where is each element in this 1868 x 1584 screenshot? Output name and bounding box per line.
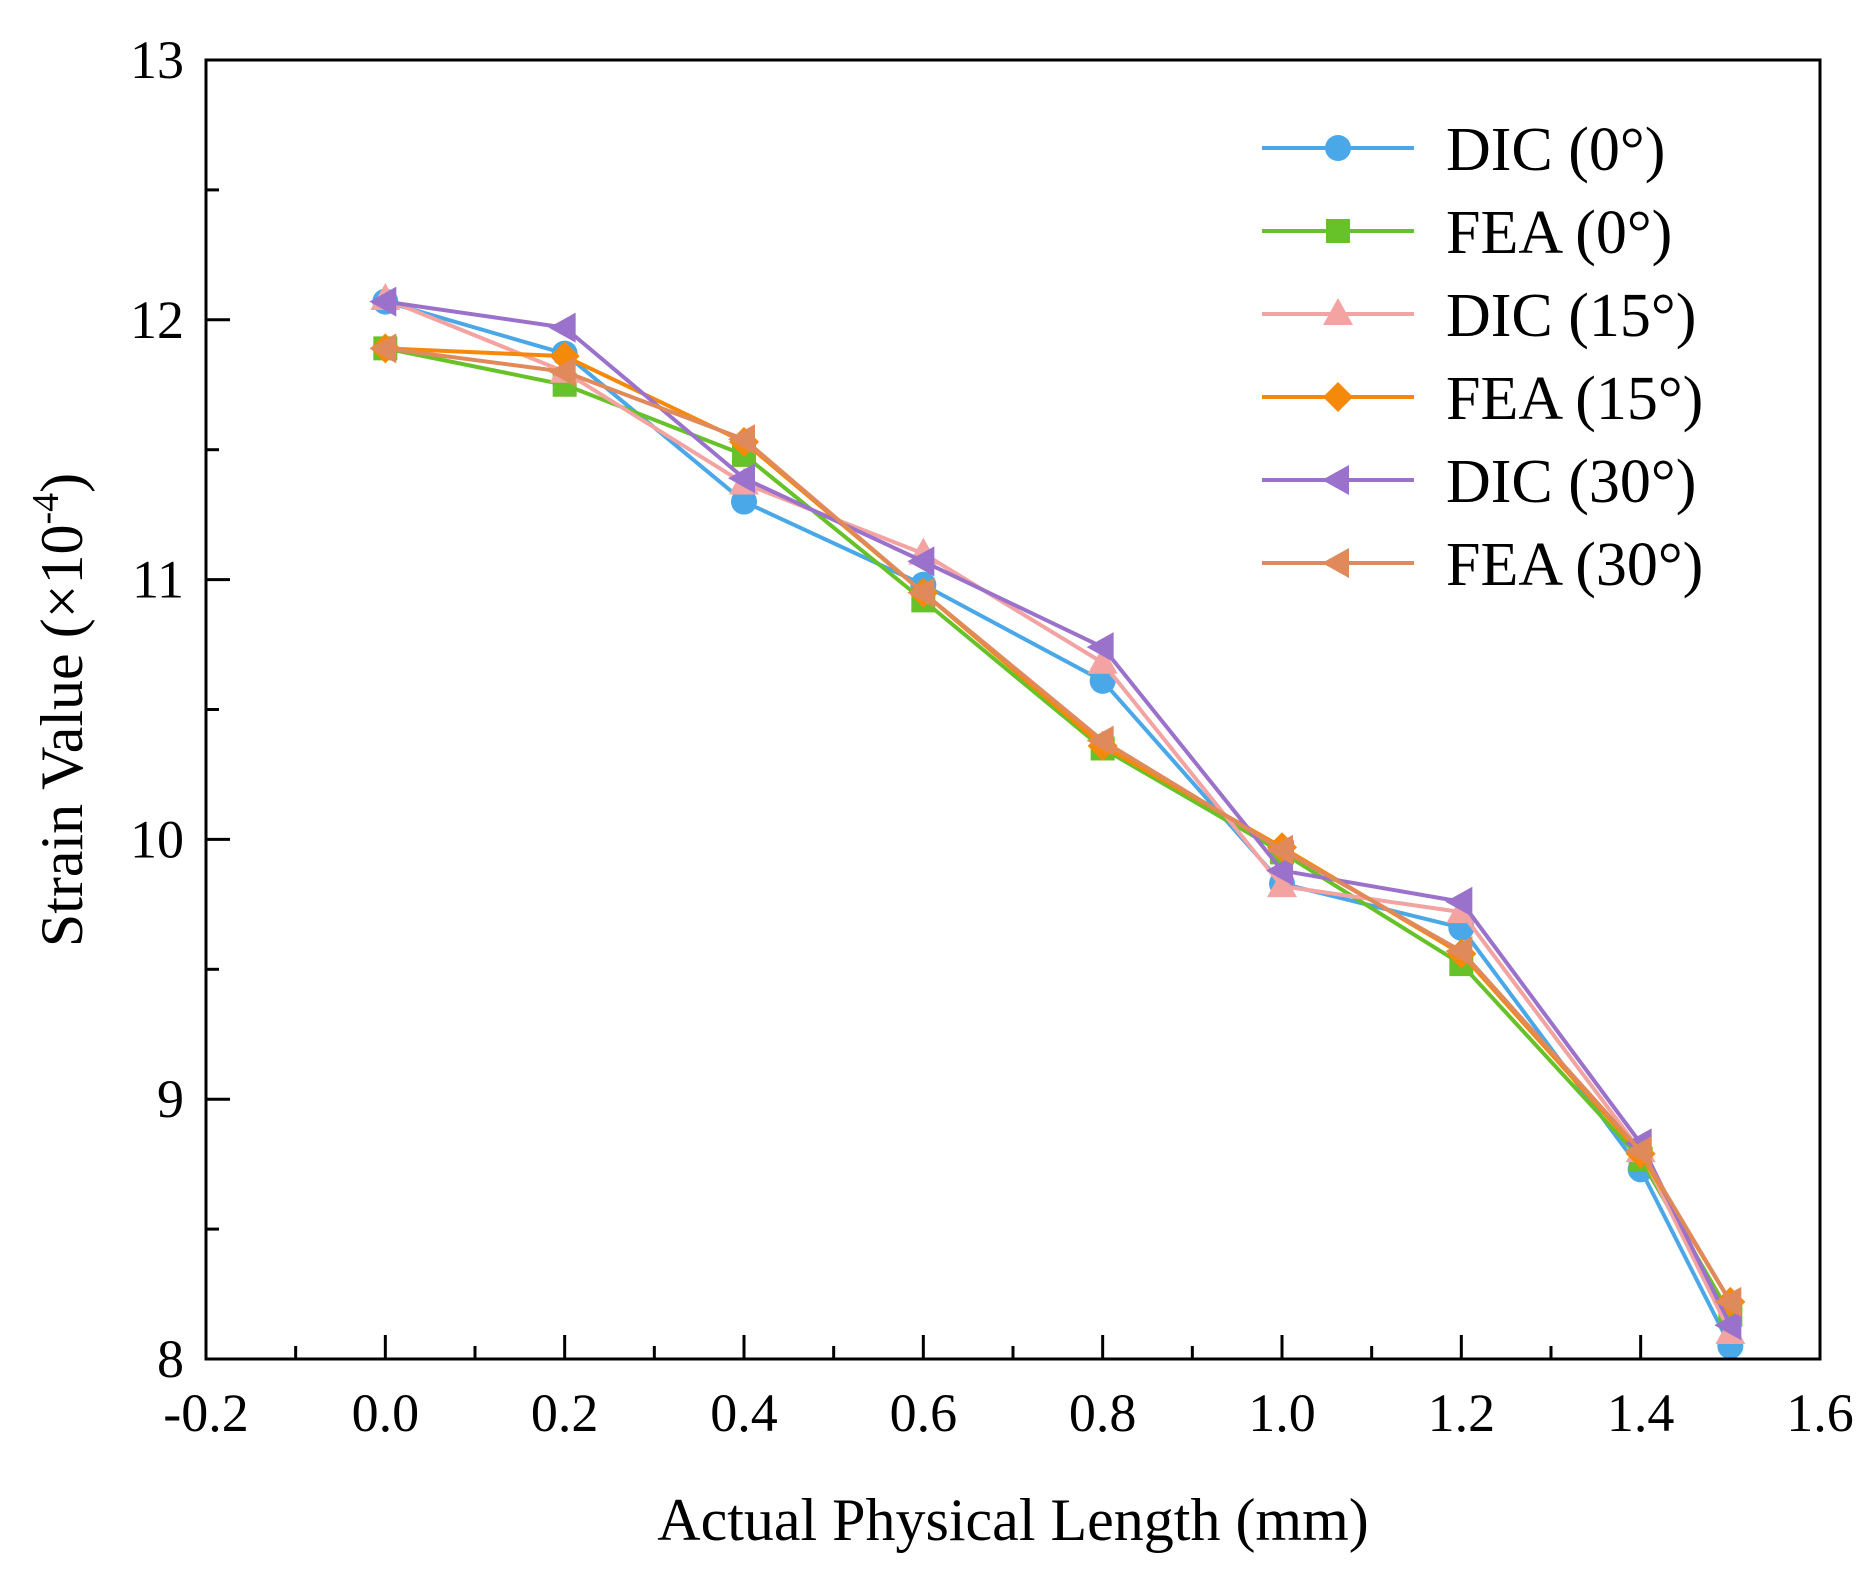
x-tick-label: 0.6: [890, 1383, 958, 1443]
legend-marker-triangle-left: [1322, 465, 1349, 495]
data-point-circle: [731, 488, 757, 515]
y-axis-label-exponent: -4: [25, 493, 67, 525]
data-point-triangle-up: [1087, 646, 1118, 674]
legend-marker-circle: [1325, 135, 1351, 161]
series-5: [369, 333, 1742, 1317]
y-axis-label-main: Strain Value (×10: [29, 524, 95, 947]
legend-marker-diamond: [1323, 382, 1353, 412]
series-group: [369, 283, 1746, 1360]
x-axis-label: Actual Physical Length (mm): [657, 1487, 1369, 1553]
data-point-triangle-left: [369, 286, 397, 317]
data-point-triangle-up: [1267, 870, 1297, 898]
data-point-triangle-left: [1714, 1286, 1742, 1317]
x-tick-label: 1.4: [1607, 1383, 1675, 1443]
data-point-triangle-left: [1445, 936, 1473, 967]
data-point-triangle-left: [369, 333, 397, 364]
x-tick-label: 1.0: [1248, 1383, 1316, 1443]
data-point-triangle-left: [1266, 855, 1293, 886]
legend-entry: DIC (15°): [1262, 282, 1696, 350]
legend-entry: DIC (30°): [1262, 448, 1696, 516]
data-point-circle: [1089, 667, 1116, 694]
y-tick-label: 10: [130, 809, 184, 869]
data-point-triangle-left: [728, 463, 755, 494]
legend-label: DIC (0°): [1446, 116, 1665, 184]
y-tick-label: 12: [130, 290, 184, 350]
data-point-triangle-left: [907, 546, 935, 577]
legend-label: FEA (15°): [1446, 365, 1703, 433]
x-tick-label: 0.2: [531, 1383, 599, 1443]
axis-ticks: [204, 58, 1822, 1361]
y-tick-label: 8: [157, 1329, 184, 1389]
data-point-triangle-left: [548, 356, 576, 387]
y-tick-label: 13: [130, 30, 184, 90]
data-point-triangle-left: [1086, 725, 1114, 756]
legend-entry: DIC (0°): [1262, 116, 1665, 184]
legend-marker-triangle-up: [1323, 298, 1353, 325]
data-point-triangle-left: [1086, 632, 1114, 663]
x-tick-label: 0.0: [352, 1383, 420, 1443]
data-point-triangle-left: [548, 312, 576, 343]
y-tick-label: 9: [157, 1069, 184, 1129]
y-axis-label: Strain Value (×10-4): [25, 473, 95, 947]
x-tick-label: 0.4: [710, 1383, 778, 1443]
legend-label: DIC (30°): [1446, 448, 1696, 516]
data-point-triangle-left: [728, 424, 755, 455]
legend-entry: FEA (0°): [1262, 199, 1672, 267]
plot-frame: [204, 58, 1822, 1361]
series-2: [370, 283, 1746, 1345]
x-tick-label: 1.6: [1786, 1383, 1854, 1443]
data-point-triangle-left: [1445, 886, 1473, 917]
legend-label: FEA (30°): [1446, 531, 1703, 599]
y-tick-label: 11: [132, 550, 184, 610]
y-axis-label-close: ): [29, 473, 95, 493]
data-point-triangle-left: [1714, 1310, 1742, 1341]
legend-label: FEA (0°): [1446, 199, 1672, 267]
x-tick-label: -0.2: [163, 1383, 248, 1443]
x-tick-label: 0.8: [1069, 1383, 1137, 1443]
legend-label: DIC (15°): [1446, 282, 1696, 350]
legend: DIC (0°) FEA (0°) DIC (15°) FEA (15°) DIC (3…: [1262, 116, 1703, 599]
data-point-triangle-left: [907, 577, 935, 608]
y-tick-labels: 8 9 10 11 12 13: [130, 30, 184, 1389]
legend-entry: FEA (15°): [1262, 365, 1703, 433]
data-point-triangle-left: [1266, 834, 1293, 865]
x-tick-labels: -0.2 0.0 0.2 0.4 0.6 0.8 1.0 1.2 1.4 1.6: [163, 1383, 1853, 1443]
legend-marker-triangle-left: [1322, 548, 1349, 578]
x-tick-label: 1.2: [1428, 1383, 1496, 1443]
legend-entry: FEA (30°): [1262, 531, 1703, 599]
data-point-triangle-left: [1624, 1136, 1652, 1167]
legend-marker-square: [1326, 219, 1350, 243]
series-4: [369, 286, 1742, 1341]
